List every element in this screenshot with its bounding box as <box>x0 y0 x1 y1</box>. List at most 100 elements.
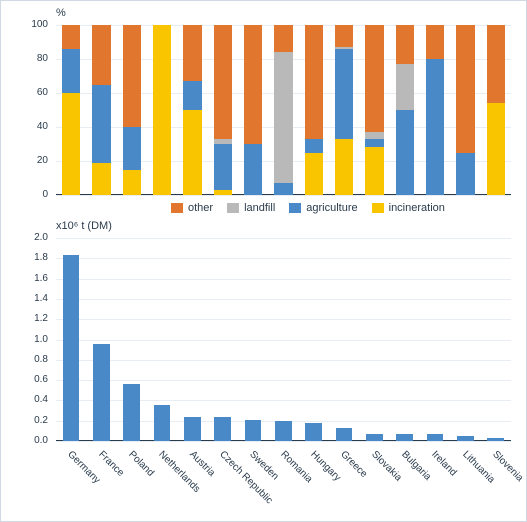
bottom-gridline <box>56 258 511 259</box>
legend-item-landfill: landfill <box>227 202 275 214</box>
chart-page: % other landfill agriculture incineration x… <box>0 0 527 522</box>
bottom-bar-bulgaria <box>396 434 413 441</box>
top-seg-incineration <box>123 170 141 196</box>
top-ytick-label: 100 <box>18 19 48 30</box>
top-bar-netherlands <box>153 25 171 195</box>
legend-swatch-other <box>171 203 183 213</box>
category-label: Sweden <box>247 449 255 457</box>
bottom-ytick-label: 0.2 <box>18 415 48 426</box>
top-bar-czech-republic <box>214 25 232 195</box>
bottom-gridline <box>56 360 511 361</box>
bottom-bar-lithuania <box>457 436 474 441</box>
category-label: Netherlands <box>156 449 164 457</box>
top-seg-incineration <box>62 93 80 195</box>
top-seg-landfill <box>274 52 292 183</box>
legend-item-other: other <box>171 202 213 214</box>
bottom-ytick-label: 0.6 <box>18 374 48 385</box>
legend: other landfill agriculture incineration <box>171 202 445 214</box>
bottom-bar-france <box>93 344 110 441</box>
bottom-gridline <box>56 340 511 341</box>
top-seg-other <box>214 25 232 139</box>
top-seg-incineration <box>305 153 323 196</box>
top-bar-poland <box>123 25 141 195</box>
top-seg-agriculture <box>244 144 262 195</box>
bottom-chart-ylabel: x10⁶ t (DM) <box>56 220 112 232</box>
top-chart-ylabel: % <box>56 7 66 19</box>
legend-item-agriculture: agriculture <box>289 202 357 214</box>
top-seg-other <box>244 25 262 144</box>
top-seg-incineration <box>153 25 171 195</box>
bottom-ytick-label: 1.4 <box>18 293 48 304</box>
top-seg-other <box>426 25 444 59</box>
bottom-gridline <box>56 299 511 300</box>
bottom-ytick-label: 1.8 <box>18 252 48 263</box>
top-seg-agriculture <box>396 110 414 195</box>
category-label: Poland <box>126 449 134 457</box>
bottom-bar-ireland <box>427 434 444 441</box>
top-seg-other <box>123 25 141 127</box>
top-seg-incineration <box>92 163 110 195</box>
bottom-ytick-label: 2.0 <box>18 232 48 243</box>
category-label: Austria <box>187 449 195 457</box>
category-label: Greece <box>338 449 346 457</box>
top-seg-landfill <box>335 47 353 49</box>
legend-label: incineration <box>389 202 445 214</box>
top-bar-bulgaria <box>396 25 414 195</box>
top-bar-romania <box>274 25 292 195</box>
top-seg-agriculture <box>305 139 323 153</box>
top-seg-agriculture <box>335 49 353 139</box>
top-bar-slovakia <box>365 25 383 195</box>
top-seg-incineration <box>214 190 232 195</box>
legend-swatch-agriculture <box>289 203 301 213</box>
top-seg-landfill <box>214 139 232 144</box>
top-ytick-label: 20 <box>18 155 48 166</box>
bottom-ytick-label: 1.2 <box>18 313 48 324</box>
top-seg-other <box>62 25 80 49</box>
bottom-bar-slovenia <box>487 438 504 441</box>
top-gridline <box>56 195 511 196</box>
top-seg-incineration <box>365 147 383 195</box>
top-bar-sweden <box>244 25 262 195</box>
top-seg-other <box>335 25 353 47</box>
category-label: Hungary <box>308 449 316 457</box>
top-bar-france <box>92 25 110 195</box>
legend-swatch-landfill <box>227 203 239 213</box>
top-seg-other <box>365 25 383 132</box>
category-label: Romania <box>278 449 286 457</box>
top-seg-incineration <box>487 103 505 195</box>
top-seg-agriculture <box>62 49 80 93</box>
bottom-ytick-label: 0.8 <box>18 354 48 365</box>
bottom-gridline <box>56 441 511 442</box>
legend-swatch-incineration <box>372 203 384 213</box>
top-ytick-label: 40 <box>18 121 48 132</box>
top-seg-agriculture <box>214 144 232 190</box>
bottom-ytick-label: 1.6 <box>18 273 48 284</box>
bottom-gridline <box>56 279 511 280</box>
top-seg-agriculture <box>365 139 383 148</box>
top-seg-agriculture <box>426 59 444 195</box>
bottom-bar-germany <box>63 255 80 441</box>
bottom-bar-czech-republic <box>214 417 231 441</box>
bottom-ytick-label: 0.4 <box>18 394 48 405</box>
bottom-bar-poland <box>123 384 140 441</box>
top-seg-landfill <box>365 132 383 139</box>
top-seg-other <box>305 25 323 139</box>
bottom-bar-netherlands <box>154 405 171 441</box>
bottom-chart-plot-area <box>56 238 511 441</box>
legend-item-incineration: incineration <box>372 202 445 214</box>
top-bar-ireland <box>426 25 444 195</box>
category-label: Ireland <box>429 449 437 457</box>
top-bar-lithuania <box>456 25 474 195</box>
top-seg-incineration <box>335 139 353 195</box>
bottom-gridline <box>56 238 511 239</box>
category-label: Slovakia <box>369 449 377 457</box>
top-seg-agriculture <box>456 153 474 196</box>
category-label: Slovenia <box>490 449 498 457</box>
top-seg-agriculture <box>183 81 201 110</box>
top-seg-other <box>487 25 505 103</box>
top-chart-plot-area <box>56 25 511 195</box>
top-seg-other <box>92 25 110 85</box>
bottom-gridline <box>56 380 511 381</box>
legend-label: agriculture <box>306 202 357 214</box>
top-seg-landfill <box>396 64 414 110</box>
